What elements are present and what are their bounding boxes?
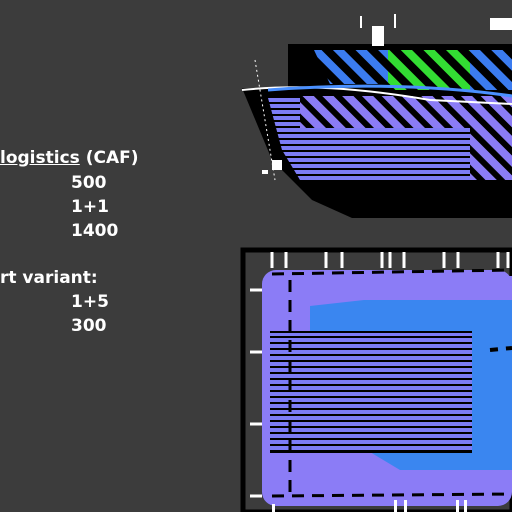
logistics-value-1: 500 [71,173,107,193]
variant-heading: rt variant: [0,268,98,288]
logistics-heading-row: logistics (CAF) [0,148,138,168]
ship-side-view-icon [241,14,512,218]
variant-value-2: 300 [71,316,107,336]
logistics-value-2: 1+1 [71,197,109,217]
logistics-heading-suffix: (CAF) [79,148,139,168]
specification-panel: logistics (CAF) 500 1+1 1400 rt variant:… [0,0,240,512]
logistics-heading: logistics [0,148,80,168]
variant-value-1: 1+5 [71,292,109,312]
logistics-value-3: 1400 [71,221,119,241]
ship-top-view-icon [240,247,512,512]
